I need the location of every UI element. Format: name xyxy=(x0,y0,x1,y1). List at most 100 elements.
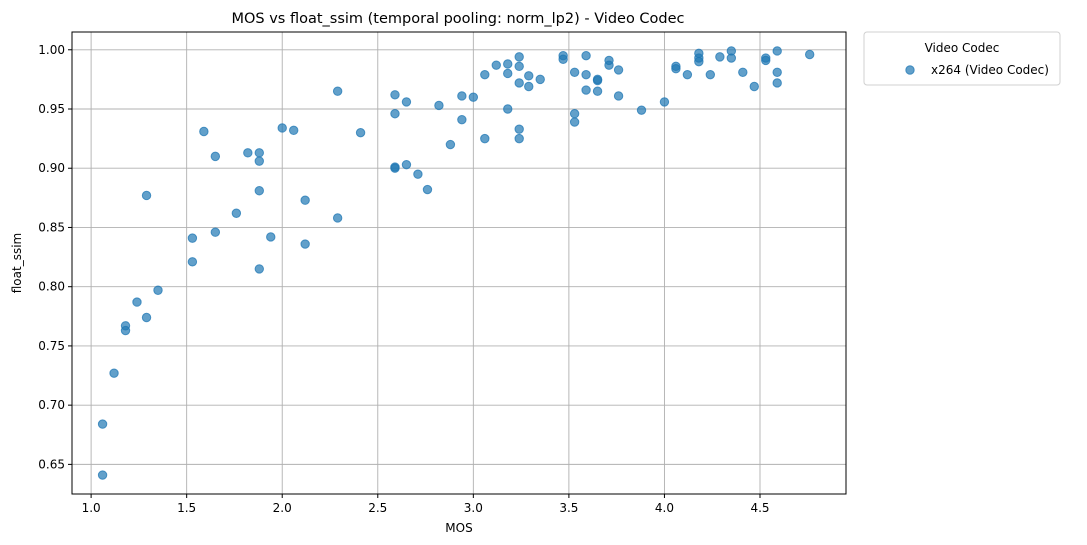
data-point xyxy=(141,190,152,201)
data-point xyxy=(705,69,716,80)
data-point xyxy=(480,133,490,144)
data-point xyxy=(97,419,108,429)
data-point xyxy=(671,64,681,74)
data-point xyxy=(694,56,704,67)
data-point xyxy=(772,46,782,56)
data-point xyxy=(187,233,198,243)
data-point xyxy=(422,184,433,195)
legend: Video Codec x264 (Video Codec) xyxy=(863,31,1061,86)
y-tick-label: 0.85 xyxy=(38,220,65,234)
data-point xyxy=(109,368,119,378)
data-point xyxy=(569,109,580,119)
data-point xyxy=(761,55,771,66)
data-point xyxy=(613,91,624,101)
x-tick-label: 3.0 xyxy=(464,501,483,515)
x-tick-label: 1.0 xyxy=(82,501,101,515)
data-point xyxy=(355,127,366,138)
data-point xyxy=(434,100,444,111)
data-point xyxy=(288,125,299,136)
y-tick-label: 0.95 xyxy=(38,102,65,116)
grid-lines xyxy=(72,32,846,494)
data-point xyxy=(592,86,603,96)
data-point xyxy=(738,67,748,77)
data-point xyxy=(187,257,198,267)
data-point xyxy=(457,91,467,101)
data-point xyxy=(514,124,524,134)
data-point xyxy=(503,104,513,114)
data-point xyxy=(480,69,490,80)
data-point xyxy=(682,69,693,80)
data-point xyxy=(581,69,591,80)
data-point xyxy=(390,109,400,119)
data-point xyxy=(199,126,209,137)
data-point xyxy=(503,59,513,69)
x-tick-label: 4.0 xyxy=(655,501,674,515)
data-point xyxy=(210,227,221,237)
x-tick-label: 3.5 xyxy=(559,501,578,515)
legend-entry: x264 (Video Codec) xyxy=(931,63,1049,77)
data-point xyxy=(772,78,782,88)
data-point xyxy=(468,92,479,102)
data-point xyxy=(659,97,670,107)
data-point xyxy=(613,65,624,75)
data-point xyxy=(97,470,108,480)
data-point xyxy=(514,78,524,88)
y-tick-label: 0.70 xyxy=(38,398,65,412)
x-tick-label: 2.0 xyxy=(273,501,292,515)
x-tick-label: 4.5 xyxy=(750,501,769,515)
data-points xyxy=(97,46,815,480)
chart-title: MOS vs float_ssim (temporal pooling: nor… xyxy=(231,11,684,27)
data-point xyxy=(300,239,310,249)
data-point xyxy=(401,97,412,107)
data-point xyxy=(153,285,163,295)
data-point xyxy=(254,148,264,158)
data-point xyxy=(277,123,287,133)
legend-title: Video Codec xyxy=(925,41,1000,55)
data-point xyxy=(243,148,253,158)
data-point xyxy=(514,52,524,62)
data-point xyxy=(457,114,467,125)
data-point xyxy=(503,68,513,79)
data-point xyxy=(569,67,580,77)
data-point xyxy=(558,54,568,64)
data-point xyxy=(535,74,545,85)
legend-marker xyxy=(905,65,915,75)
data-point xyxy=(390,163,400,173)
data-point xyxy=(401,159,412,170)
data-point xyxy=(332,213,343,223)
data-point xyxy=(390,90,400,100)
data-point xyxy=(445,139,456,150)
data-point xyxy=(300,195,310,205)
plot-frame xyxy=(71,31,847,495)
data-point xyxy=(514,61,524,72)
x-axis-title: MOS xyxy=(445,521,472,535)
data-point xyxy=(413,169,423,179)
data-point xyxy=(804,49,815,60)
data-point xyxy=(231,208,242,218)
data-point xyxy=(141,312,152,323)
data-point xyxy=(569,117,580,127)
x-tick-label: 2.5 xyxy=(368,501,387,515)
legend-box xyxy=(863,31,1061,86)
data-point xyxy=(132,297,142,307)
data-point xyxy=(604,60,614,70)
data-point xyxy=(514,133,524,144)
data-point xyxy=(581,85,591,95)
y-tick-label: 0.75 xyxy=(38,339,65,353)
data-point xyxy=(636,105,647,115)
x-axis-ticks: 1.0 1.5 2.0 2.5 3.0 3.5 4.0 4.5 xyxy=(82,494,770,515)
data-point xyxy=(120,325,131,336)
data-point xyxy=(715,52,725,62)
data-point xyxy=(581,50,591,61)
data-point xyxy=(266,232,276,242)
y-axis-title: float_ssim xyxy=(10,233,24,294)
data-point xyxy=(332,86,343,96)
y-tick-label: 0.80 xyxy=(38,280,65,294)
data-point xyxy=(524,81,534,92)
data-point xyxy=(254,264,264,274)
data-point xyxy=(254,156,264,166)
data-point xyxy=(592,75,603,86)
data-point xyxy=(491,60,501,70)
data-point xyxy=(210,151,221,162)
